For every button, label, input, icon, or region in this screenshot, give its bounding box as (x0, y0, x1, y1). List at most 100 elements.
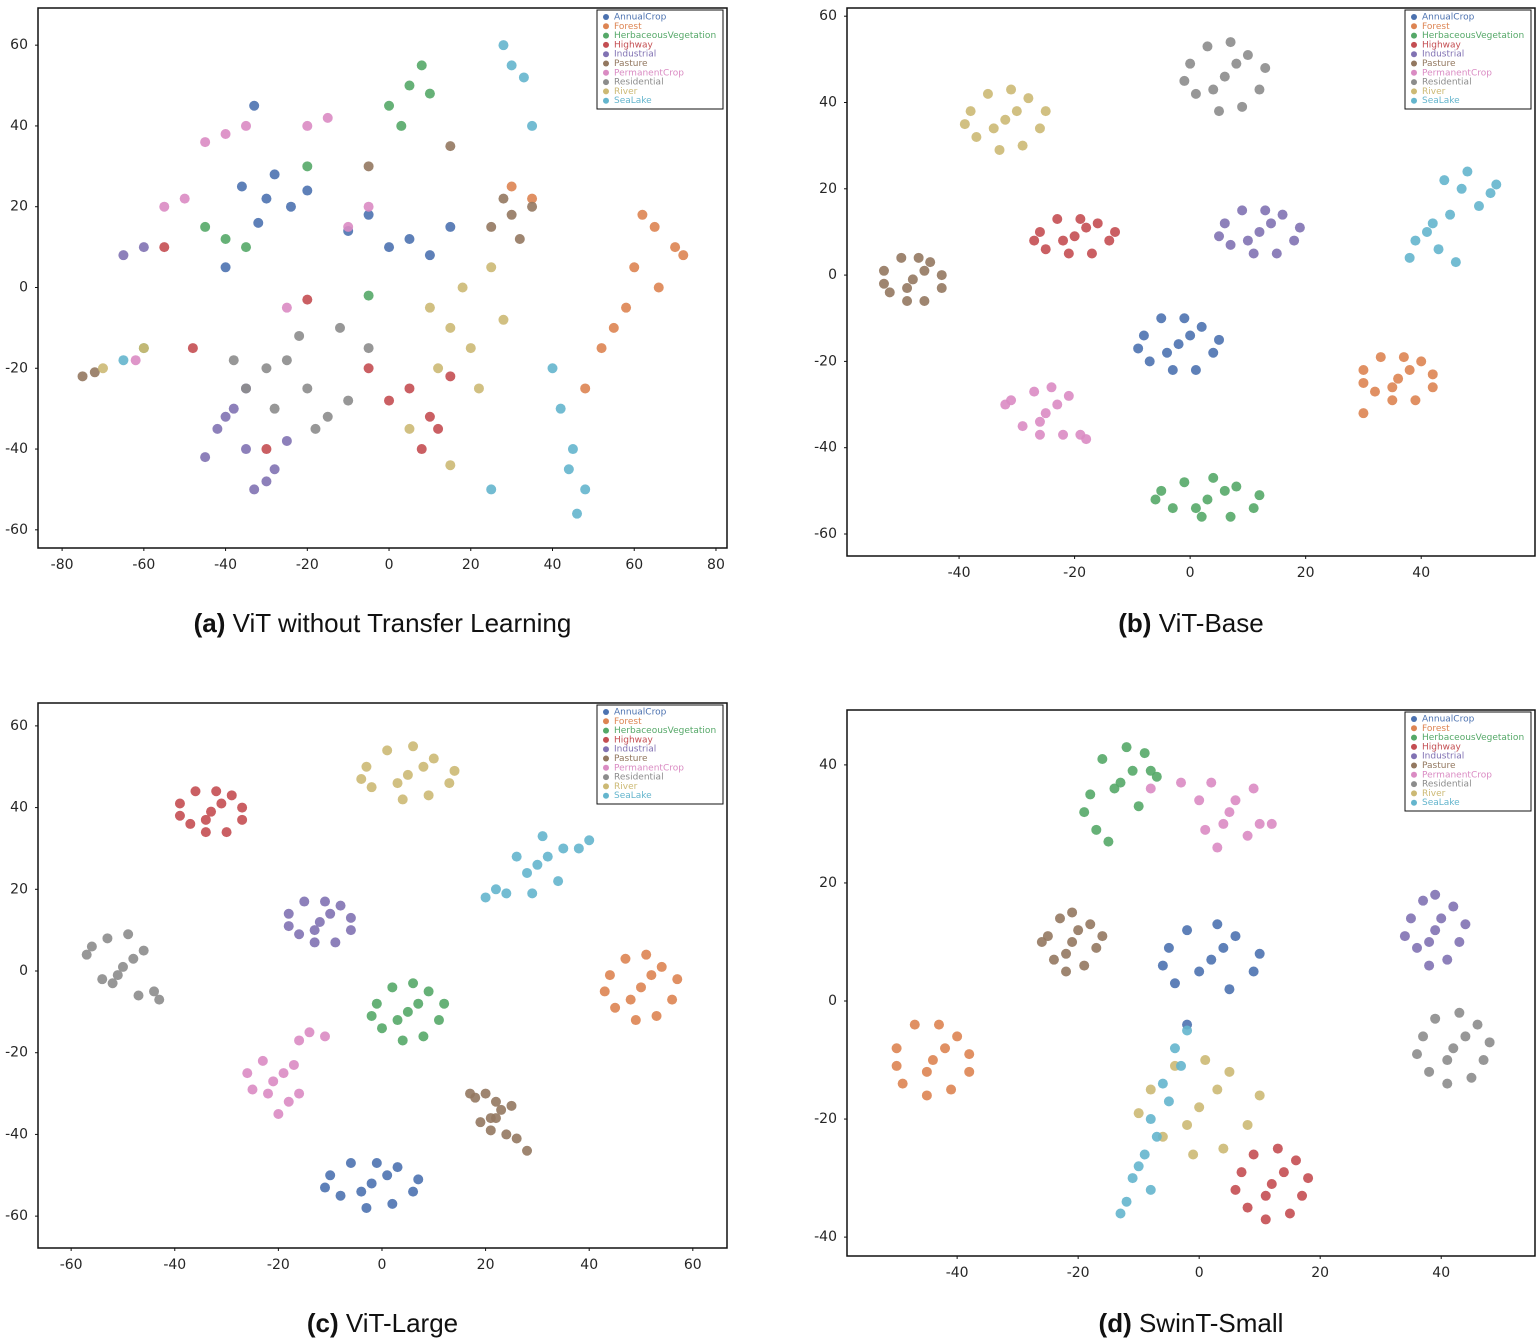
point (1091, 942, 1102, 953)
legend-marker (1411, 14, 1417, 20)
y-tick-label: -20 (814, 1111, 837, 1127)
point (1442, 1078, 1453, 1089)
legend-marker (1411, 23, 1417, 30)
point (1236, 1167, 1247, 1178)
point (982, 88, 993, 99)
point (1393, 373, 1404, 384)
point (236, 181, 247, 192)
legend-marker (603, 792, 609, 799)
point (366, 1010, 377, 1021)
legend-label: Highway (614, 40, 654, 50)
point (936, 270, 947, 281)
point (1427, 369, 1438, 380)
y-tick-label: -60 (5, 522, 28, 538)
legend-marker (1411, 97, 1417, 104)
point (1097, 753, 1108, 764)
point (1190, 365, 1201, 376)
point (498, 40, 509, 51)
point (537, 831, 548, 842)
point (959, 119, 970, 130)
caption-title: ViT without Transfer Learning (233, 608, 572, 638)
caption-label: (a) (194, 608, 226, 638)
point (1200, 1055, 1211, 1066)
point (1156, 313, 1167, 324)
point (1063, 390, 1074, 401)
point (1442, 954, 1453, 965)
x-tick-label: -40 (163, 1257, 186, 1273)
point (1138, 330, 1149, 341)
point (1121, 742, 1132, 753)
point (1081, 222, 1092, 233)
point (1387, 382, 1398, 393)
point (363, 201, 374, 212)
point (555, 403, 566, 414)
point (187, 343, 198, 354)
point (382, 745, 393, 756)
point (237, 814, 248, 825)
point (1036, 936, 1047, 947)
point (413, 998, 424, 1009)
caption-title: ViT-Base (1159, 608, 1264, 638)
point (1260, 1214, 1271, 1225)
caption-label: (b) (1118, 608, 1151, 638)
point (1085, 919, 1096, 930)
legend-marker (1411, 51, 1417, 58)
point (1061, 966, 1072, 977)
point (345, 1158, 356, 1169)
point (1194, 966, 1205, 977)
point (288, 1059, 299, 1070)
point (433, 1015, 444, 1026)
point (154, 994, 165, 1005)
plot-area (878, 37, 1502, 522)
legend-label: Industrial (614, 50, 656, 60)
point (1277, 209, 1288, 220)
point (1248, 783, 1259, 794)
point (649, 221, 660, 232)
point (1144, 356, 1155, 367)
point (221, 827, 232, 838)
point (1006, 84, 1017, 95)
point (1061, 948, 1072, 959)
point (1224, 984, 1235, 995)
legend-marker (1411, 60, 1417, 67)
caption: (d) SwinT-Small (1099, 1308, 1284, 1338)
point (130, 355, 141, 366)
point (485, 1113, 496, 1124)
point (1219, 71, 1230, 82)
point (325, 908, 336, 919)
point (1110, 226, 1121, 237)
point (1179, 75, 1190, 86)
x-tick-label: 80 (707, 557, 725, 573)
point (97, 363, 108, 374)
point (1404, 365, 1415, 376)
point (138, 945, 149, 956)
point (1182, 1119, 1193, 1130)
y-tick-label: 0 (19, 279, 28, 295)
point (1418, 895, 1429, 906)
legend-label: AnnualCrop (1422, 13, 1475, 23)
point (249, 100, 260, 111)
point (269, 169, 280, 180)
point (1188, 1149, 1199, 1160)
point (1225, 511, 1236, 522)
point (112, 970, 123, 981)
point (596, 343, 607, 354)
point (965, 106, 976, 117)
point (473, 383, 484, 394)
point (220, 129, 231, 140)
point (1410, 395, 1421, 406)
axes-frame (846, 7, 1536, 557)
x-tick-label: 0 (385, 557, 394, 573)
point (1185, 330, 1196, 341)
caption: (a) ViT without Transfer Learning (194, 608, 572, 638)
point (1254, 948, 1265, 959)
point (1231, 481, 1242, 492)
point (404, 234, 415, 245)
point (1398, 352, 1409, 363)
legend-label: Highway (614, 735, 654, 745)
point (1472, 1019, 1483, 1030)
point (1103, 836, 1114, 847)
point (319, 896, 330, 907)
panel: -80 -60 -40 -20 0 20 40 60 80 -60 -40 -20 0 20 40 60 Ann… (5, 7, 728, 638)
point (387, 982, 398, 993)
